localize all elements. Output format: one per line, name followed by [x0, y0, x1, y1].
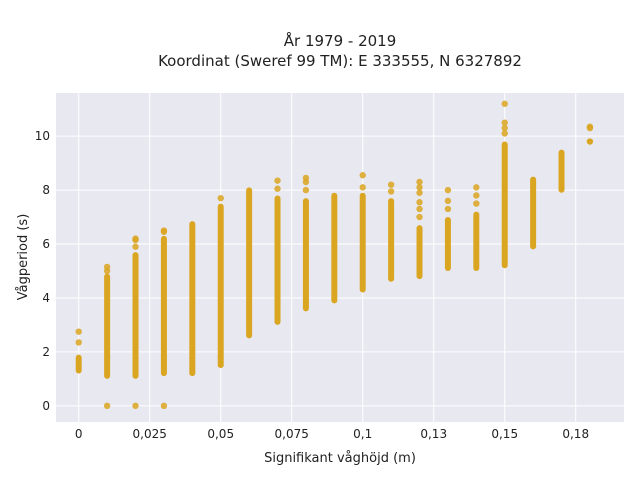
data-point-cluster [75, 354, 82, 374]
data-point [160, 402, 168, 410]
data-point [501, 130, 508, 137]
data-point [103, 402, 111, 410]
x-tick-label: 0,13 [420, 427, 447, 441]
data-point [501, 124, 508, 132]
data-point [444, 205, 452, 213]
y-axis-label: Vågperiod (s) [16, 214, 31, 301]
data-point [444, 186, 452, 194]
y-tick-label: 6 [42, 237, 50, 251]
data-point [302, 186, 310, 194]
data-point-cluster [160, 235, 167, 377]
data-point [132, 402, 139, 410]
data-point [217, 194, 224, 202]
x-tick-label: 0,1 [353, 427, 372, 441]
data-point [416, 178, 423, 186]
x-tick-label: 0,15 [491, 427, 518, 441]
data-point [416, 189, 423, 196]
y-tick-label: 4 [42, 291, 50, 305]
data-point [416, 205, 423, 213]
data-point-cluster [359, 192, 366, 293]
data-point [586, 123, 594, 130]
data-point [132, 243, 139, 250]
data-point [416, 199, 423, 206]
data-point [387, 188, 395, 195]
data-point [416, 213, 423, 221]
data-point [274, 185, 281, 192]
data-point-cluster [302, 198, 309, 312]
data-point-cluster [132, 252, 139, 379]
data-point [473, 192, 480, 199]
x-axis-label: Signifikant våghöjd (m) [264, 451, 416, 466]
data-point [103, 263, 111, 271]
data-point [359, 184, 366, 191]
x-axis-ticks: 0 0,025 0,05 0,075 0,1 0,13 0,15 0,18 [75, 427, 589, 441]
data-point-cluster [558, 149, 565, 193]
x-tick-label: 0,05 [207, 427, 234, 441]
data-point-cluster [189, 221, 196, 377]
x-tick-label: 0 [75, 427, 83, 441]
y-tick-label: 0 [42, 399, 50, 413]
data-point-cluster [388, 198, 395, 282]
x-tick-label: 0,18 [562, 427, 589, 441]
x-tick-label: 0,075 [275, 427, 309, 441]
data-point [444, 197, 452, 205]
data-point [586, 138, 594, 145]
data-point [501, 100, 508, 107]
chart-title-line-1: År 1979 - 2019 [284, 31, 397, 50]
y-tick-label: 10 [35, 129, 50, 143]
data-point [75, 328, 82, 335]
data-point-cluster [246, 187, 253, 339]
data-point [160, 227, 168, 234]
data-point [359, 172, 366, 179]
data-point-cluster [217, 203, 224, 369]
data-points [75, 100, 594, 410]
x-tick-label: 0,025 [133, 427, 167, 441]
data-point-cluster [104, 273, 111, 379]
data-point [132, 235, 139, 242]
data-point-cluster [416, 225, 423, 280]
data-point [416, 184, 423, 191]
data-point-cluster [331, 192, 338, 304]
data-point-cluster [473, 211, 480, 271]
plot-area [56, 93, 624, 422]
data-point [274, 177, 281, 184]
y-tick-label: 2 [42, 345, 50, 359]
chart-title-line-2: Koordinat (Sweref 99 TM): E 333555, N 63… [158, 52, 522, 70]
data-point-cluster [444, 217, 451, 271]
data-point-cluster [501, 141, 508, 269]
y-tick-label: 8 [42, 183, 50, 197]
y-axis-ticks: 0 2 4 6 8 10 [35, 129, 50, 413]
data-point-cluster [530, 176, 537, 250]
data-point [75, 339, 82, 346]
data-point-cluster [274, 195, 281, 325]
data-point [302, 174, 310, 182]
data-point [501, 119, 508, 126]
data-point [473, 184, 480, 191]
data-point [387, 181, 395, 188]
data-point [473, 200, 480, 207]
